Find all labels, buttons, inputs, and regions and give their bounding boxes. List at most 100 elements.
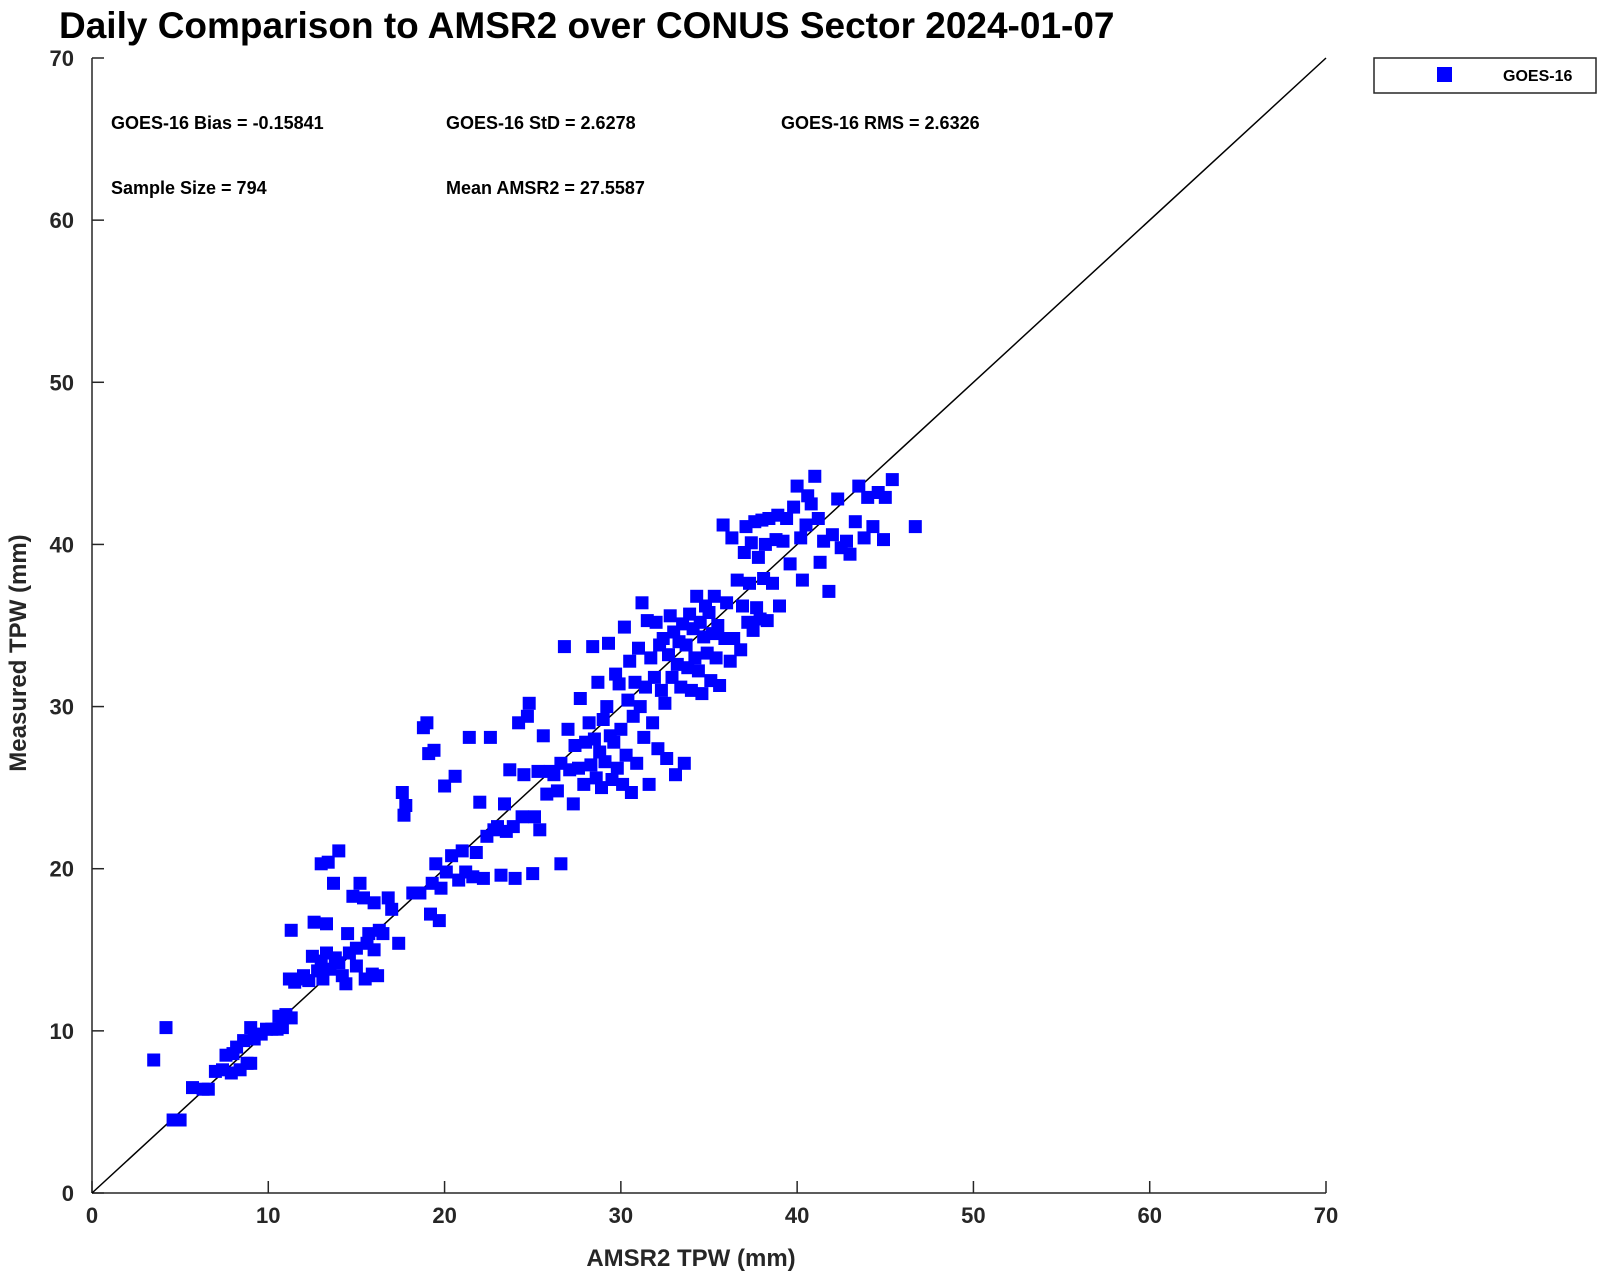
stat-rms: GOES-16 RMS = 2.6326 <box>781 113 980 133</box>
data-point <box>658 696 672 710</box>
data-point <box>473 795 487 809</box>
data-point <box>635 596 649 610</box>
data-point <box>321 855 335 869</box>
y-tick-label: 40 <box>50 532 74 557</box>
data-point <box>736 599 749 613</box>
data-point <box>612 677 626 691</box>
data-point <box>316 972 330 986</box>
data-point <box>679 638 693 652</box>
data-point <box>367 943 381 957</box>
data-point <box>503 763 517 777</box>
data-point <box>528 810 541 824</box>
data-point <box>598 755 612 769</box>
data-point <box>540 787 554 801</box>
legend: GOES-16 <box>1373 57 1597 94</box>
stat-sample-size: Sample Size = 794 <box>111 178 267 198</box>
legend-label-goes16: GOES-16 <box>1503 68 1572 85</box>
plot-axes <box>91 58 1326 1194</box>
data-point <box>376 927 390 941</box>
data-point <box>237 1034 251 1048</box>
data-point <box>621 693 635 707</box>
data-point <box>420 716 434 730</box>
y-tick-label: 30 <box>50 695 74 720</box>
data-point <box>508 871 522 885</box>
data-point <box>813 555 827 569</box>
data-point <box>647 670 661 684</box>
y-axis-label: Measured TPW (mm) <box>5 534 32 771</box>
data-point <box>852 479 866 493</box>
data-point <box>637 730 651 744</box>
legend-box <box>1373 57 1597 94</box>
legend-marker <box>1437 67 1452 82</box>
data-point <box>654 683 668 697</box>
data-point <box>885 473 899 487</box>
data-point <box>159 1021 173 1035</box>
data-point <box>683 607 697 621</box>
data-point <box>624 786 638 799</box>
data-point <box>825 528 839 542</box>
data-point <box>455 844 469 858</box>
y-tick-label: 50 <box>50 370 74 395</box>
x-tick-label: 30 <box>609 1203 633 1228</box>
x-tick-label: 20 <box>432 1203 456 1228</box>
data-point <box>600 700 614 714</box>
data-point <box>341 927 355 941</box>
data-point <box>711 619 725 632</box>
data-point <box>462 730 476 744</box>
x-tick-label: 60 <box>1137 1203 1161 1228</box>
data-point <box>760 614 774 628</box>
data-point <box>605 773 619 786</box>
data-point <box>602 636 615 650</box>
data-point <box>609 667 623 681</box>
data-point <box>395 786 409 799</box>
data-point <box>787 500 801 514</box>
data-point <box>448 769 462 783</box>
data-point <box>676 617 690 631</box>
data-point <box>554 857 568 871</box>
data-point <box>392 936 406 950</box>
data-point <box>506 820 520 834</box>
data-point <box>522 696 536 710</box>
data-point <box>413 886 427 900</box>
data-point <box>515 810 529 824</box>
data-point <box>332 956 346 970</box>
data-point <box>848 515 862 529</box>
data-point <box>617 620 631 634</box>
data-point <box>607 735 621 749</box>
data-point <box>244 1021 258 1035</box>
data-point <box>723 654 737 668</box>
data-point <box>349 959 363 973</box>
data-point <box>684 683 698 697</box>
data-point <box>346 889 360 903</box>
data-point <box>533 823 547 837</box>
x-tick-label: 70 <box>1314 1203 1338 1228</box>
data-point <box>632 641 645 655</box>
data-point <box>320 917 333 931</box>
data-point <box>357 891 370 905</box>
data-point <box>614 722 628 736</box>
chart-title: Daily Comparison to AMSR2 over CONUS Sec… <box>59 5 1115 46</box>
data-point <box>339 977 353 991</box>
data-point <box>857 531 871 545</box>
data-point <box>746 623 760 637</box>
data-point <box>866 520 880 534</box>
data-point <box>707 589 721 603</box>
data-point <box>642 777 656 791</box>
data-point <box>385 902 399 916</box>
data-point <box>526 867 540 881</box>
data-point <box>831 492 845 506</box>
data-point <box>628 675 642 689</box>
data-point <box>531 764 545 778</box>
data-point <box>427 743 441 757</box>
data-point <box>843 547 857 561</box>
data-point <box>649 615 663 629</box>
data-point <box>720 596 734 610</box>
x-tick-label: 0 <box>86 1203 98 1228</box>
goes16-points <box>147 469 922 1127</box>
data-point <box>173 1113 187 1127</box>
data-point <box>783 557 797 571</box>
stat-bias: GOES-16 Bias = -0.15841 <box>111 113 324 133</box>
data-point <box>577 777 591 791</box>
data-point <box>877 533 890 547</box>
